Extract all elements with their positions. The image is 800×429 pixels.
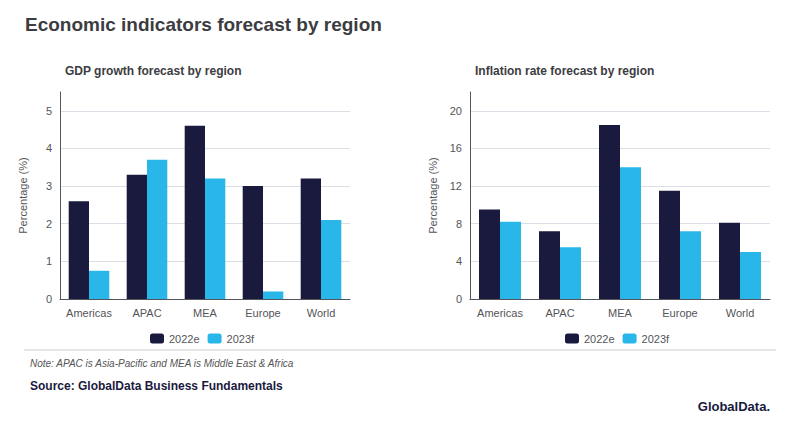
- svg-text:3: 3: [46, 180, 52, 192]
- svg-text:Americas: Americas: [477, 307, 523, 319]
- svg-text:World: World: [726, 307, 755, 319]
- svg-text:Inflation rate forecast by reg: Inflation rate forecast by region: [475, 64, 654, 78]
- svg-text:GDP growth forecast by region: GDP growth forecast by region: [65, 64, 241, 78]
- svg-text:Percentage (%): Percentage (%): [17, 157, 29, 233]
- svg-text:8: 8: [456, 218, 462, 230]
- svg-text:APAC: APAC: [545, 307, 574, 319]
- svg-text:2023f: 2023f: [642, 333, 670, 345]
- svg-text:1: 1: [46, 255, 52, 267]
- svg-text:4: 4: [456, 255, 462, 267]
- svg-text:2022e: 2022e: [584, 333, 615, 345]
- svg-text:2: 2: [46, 218, 52, 230]
- svg-text:MEA: MEA: [608, 307, 633, 319]
- svg-text:12: 12: [450, 180, 462, 192]
- svg-text:16: 16: [450, 142, 462, 154]
- svg-text:0: 0: [456, 293, 462, 305]
- svg-text:Europe: Europe: [245, 307, 280, 319]
- svg-text:GlobalData.: GlobalData.: [698, 399, 770, 414]
- svg-text:2022e: 2022e: [169, 333, 200, 345]
- svg-text:20: 20: [450, 105, 462, 117]
- svg-text:MEA: MEA: [193, 307, 218, 319]
- svg-text:Economic indicators forecast b: Economic indicators forecast by region: [25, 14, 382, 35]
- svg-text:Source: GlobalData Business Fu: Source: GlobalData Business Fundamentals: [30, 379, 283, 393]
- svg-text:4: 4: [46, 142, 52, 154]
- svg-text:APAC: APAC: [132, 307, 161, 319]
- svg-text:Percentage (%): Percentage (%): [427, 157, 439, 233]
- svg-text:Europe: Europe: [662, 307, 697, 319]
- svg-text:Americas: Americas: [66, 307, 112, 319]
- svg-text:Note: APAC is Asia-Pacific and: Note: APAC is Asia-Pacific and MEA is Mi…: [30, 358, 294, 369]
- svg-text:5: 5: [46, 105, 52, 117]
- svg-text:0: 0: [46, 293, 52, 305]
- svg-text:2023f: 2023f: [227, 333, 255, 345]
- svg-text:World: World: [307, 307, 336, 319]
